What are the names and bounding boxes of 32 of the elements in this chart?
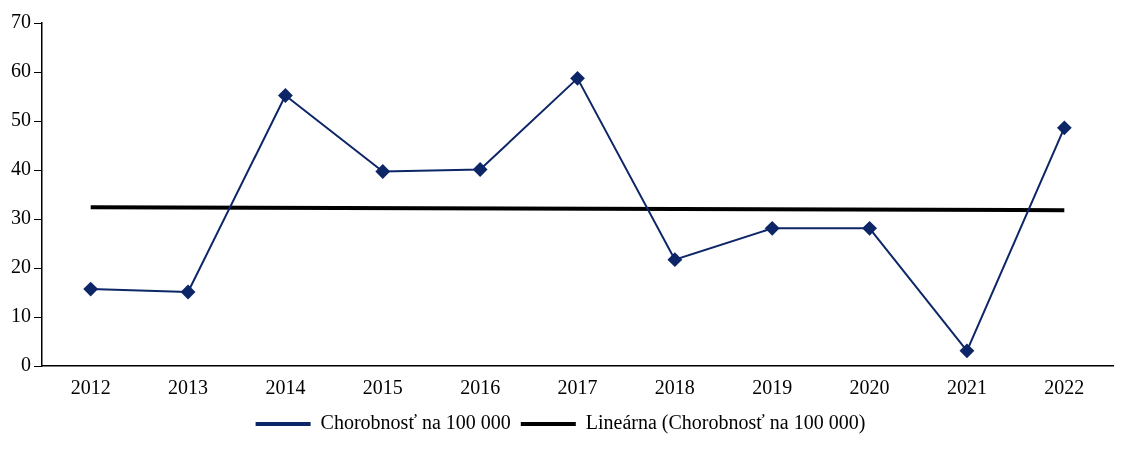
- y-tick-label: 70: [11, 10, 31, 33]
- x-tick-label: 2014: [265, 376, 306, 399]
- legend-label: Lineárna (Chorobnosť na 100 000): [585, 411, 866, 435]
- x-tick-label: 2021: [946, 376, 987, 399]
- point: [570, 71, 585, 86]
- x-tick-label: 2022: [1044, 376, 1085, 399]
- x-tick-label: 2016: [460, 376, 501, 399]
- x-tick-label: 2017: [557, 376, 598, 399]
- point: [765, 221, 780, 236]
- y-tick-label: 40: [11, 157, 31, 180]
- y-tick-label: 50: [11, 108, 31, 131]
- y-tick-label: 30: [11, 206, 31, 229]
- x-tick-label: 2019: [752, 376, 793, 399]
- y-tick-label: 10: [11, 304, 31, 327]
- y-tick-label: 20: [11, 255, 31, 278]
- x-tick-label: 2012: [70, 376, 111, 399]
- x-tick-label: 2013: [168, 376, 209, 399]
- y-tick-label: 60: [11, 59, 31, 82]
- point: [375, 164, 390, 179]
- point: [862, 221, 877, 236]
- x-tick-label: 2018: [654, 376, 695, 399]
- legend-label: Chorobnosť na 100 000: [320, 411, 511, 434]
- y-tick-label: 0: [21, 353, 31, 376]
- point: [1057, 120, 1072, 135]
- x-tick-label: 2020: [849, 376, 890, 399]
- point: [473, 162, 488, 177]
- point: [278, 88, 293, 103]
- point: [83, 282, 98, 297]
- point: [181, 285, 196, 300]
- x-tick-label: 2015: [362, 376, 403, 399]
- point: [667, 252, 682, 267]
- point: [959, 343, 974, 358]
